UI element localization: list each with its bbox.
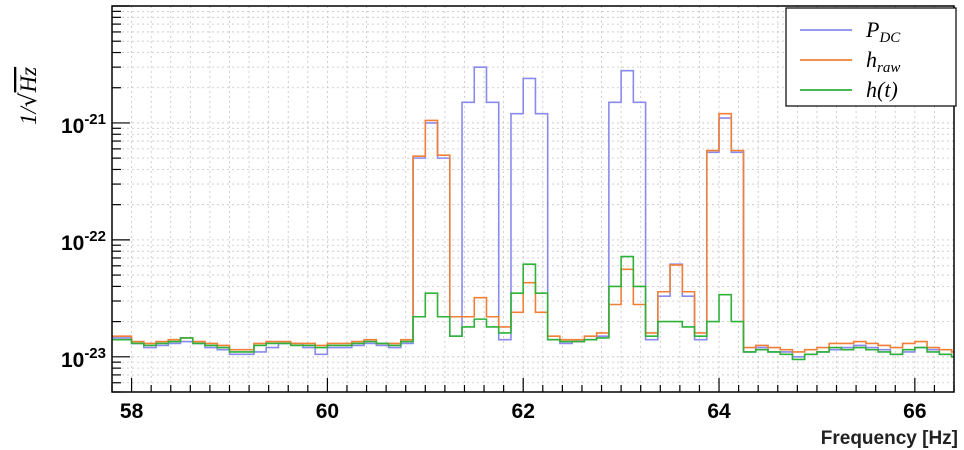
- x-tick-label: 62: [512, 400, 535, 423]
- y-axis-title: 1/√Hz: [16, 67, 42, 125]
- legend-label-main: P: [865, 17, 879, 42]
- y-tick-label: 10-21: [61, 111, 106, 138]
- series-line-3: [112, 255, 954, 361]
- legend-label-main: h(t): [866, 77, 898, 102]
- y-tick-label-base: 10: [61, 232, 84, 255]
- y-tick-label-base: 10: [61, 349, 84, 372]
- series-layer: [112, 66, 954, 361]
- legend-label-main: h: [866, 47, 877, 72]
- y-tick-label-base: 10: [61, 115, 84, 138]
- y-axis-title-radicand: Hz: [16, 67, 41, 94]
- y-tick-label-exponent: -21: [84, 111, 106, 128]
- x-tick-label: 66: [903, 400, 926, 423]
- legend-label-subscript: DC: [878, 30, 901, 46]
- legend-label-3: h(t): [866, 77, 898, 102]
- x-tick-label: 64: [707, 400, 731, 423]
- y-tick-label-exponent: -22: [84, 228, 106, 245]
- legend-label-1: PDC: [865, 17, 901, 46]
- grid: [111, 5, 955, 393]
- x-tick-label: 60: [316, 400, 339, 423]
- x-tick-labels: 58 60 62 64 66: [120, 400, 927, 423]
- x-axis-title: Frequency [Hz]: [821, 428, 958, 449]
- y-tick-label: 10-22: [61, 228, 106, 255]
- y-axis-title-radical: √: [16, 92, 42, 107]
- x-tick-label: 58: [120, 400, 144, 423]
- legend-label-subscript: raw: [877, 60, 900, 76]
- plot-frame: [111, 5, 955, 393]
- legend-label-2: hraw: [866, 47, 900, 76]
- y-tick-label-exponent: -23: [84, 345, 106, 362]
- y-tick-label: 10-23: [61, 345, 106, 372]
- y-axis-title-prefix: 1/: [16, 105, 41, 126]
- ticks: [111, 5, 955, 393]
